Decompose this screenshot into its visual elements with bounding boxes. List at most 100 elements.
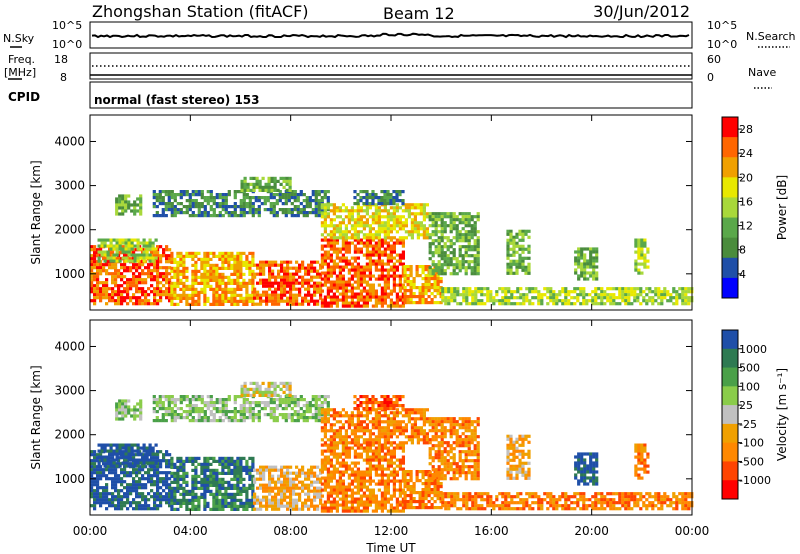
- data-cell: [368, 470, 372, 474]
- data-cell: [283, 284, 287, 288]
- data-cell: [118, 203, 122, 207]
- data-cell: [179, 208, 183, 212]
- data-cell: [139, 247, 143, 251]
- data-cell: [90, 459, 94, 463]
- data-cell: [579, 287, 583, 291]
- data-cell: [362, 509, 366, 513]
- data-cell: [407, 215, 411, 219]
- data-cell: [329, 203, 333, 207]
- data-cell: [430, 286, 434, 290]
- data-cell: [377, 247, 381, 251]
- data-cell: [362, 221, 366, 225]
- data-cell: [258, 182, 262, 186]
- data-cell: [230, 468, 234, 472]
- data-cell: [564, 299, 568, 303]
- data-cell: [362, 458, 366, 462]
- data-cell: [323, 271, 327, 275]
- data-cell: [326, 224, 330, 228]
- data-cell: [274, 296, 278, 300]
- data-cell: [262, 486, 266, 490]
- data-cell: [191, 501, 195, 505]
- data-cell: [276, 188, 280, 192]
- data-cell: [323, 212, 327, 216]
- data-cell: [323, 244, 327, 248]
- data-cell: [374, 268, 378, 272]
- data-cell: [298, 480, 302, 484]
- data-cell: [159, 266, 163, 270]
- data-cell: [444, 299, 448, 303]
- data-cell: [227, 214, 231, 218]
- data-cell: [477, 302, 481, 306]
- data-cell: [239, 269, 243, 273]
- data-cell: [268, 272, 272, 276]
- data-cell: [239, 489, 243, 493]
- data-cell: [130, 259, 134, 263]
- data-cell: [170, 290, 174, 294]
- data-cell: [200, 211, 204, 215]
- data-cell: [245, 263, 249, 267]
- data-cell: [359, 470, 363, 474]
- data-cell: [292, 489, 296, 493]
- data-cell: [350, 494, 354, 498]
- data-cell: [150, 468, 154, 472]
- data-cell: [323, 227, 327, 231]
- data-cell: [242, 281, 246, 285]
- data-cell: [383, 500, 387, 504]
- data-cell: [407, 212, 411, 216]
- data-cell: [114, 266, 118, 270]
- data-cell: [224, 489, 228, 493]
- data-cell: [103, 253, 107, 257]
- data-cell: [462, 296, 466, 300]
- data-cell: [141, 299, 145, 303]
- data-cell: [371, 218, 375, 222]
- data-cell: [194, 266, 198, 270]
- data-cell: [123, 501, 127, 505]
- data-cell: [406, 485, 410, 489]
- data-cell: [436, 274, 440, 278]
- freq-label: Freq.: [8, 53, 35, 66]
- data-cell: [350, 446, 354, 450]
- data-cell: [313, 260, 317, 264]
- data-cell: [471, 290, 475, 294]
- data-cell: [176, 296, 180, 300]
- data-cell: [592, 259, 596, 263]
- data-cell: [120, 504, 124, 508]
- data-cell: [595, 277, 599, 281]
- data-cell: [150, 480, 154, 484]
- data-cell: [209, 507, 213, 511]
- data-cell: [398, 253, 402, 257]
- data-cell: [159, 465, 163, 469]
- data-cell: [90, 465, 94, 469]
- data-cell: [233, 299, 237, 303]
- data-cell: [277, 302, 281, 306]
- data-cell: [209, 263, 213, 267]
- data-cell: [147, 263, 151, 267]
- data-cell: [115, 212, 119, 216]
- data-cell: [335, 461, 339, 465]
- data-cell: [386, 488, 390, 492]
- data-cell: [188, 287, 192, 291]
- data-cell: [93, 480, 97, 484]
- data-cell: [221, 257, 225, 261]
- data-cell: [495, 293, 499, 297]
- data-cell: [637, 256, 641, 260]
- data-cell: [356, 218, 360, 222]
- data-cell: [243, 182, 247, 186]
- data-cell: [401, 470, 405, 474]
- data-cell: [139, 200, 143, 204]
- data-cell: [156, 507, 160, 511]
- data-cell: [455, 224, 459, 228]
- data-cell: [377, 238, 381, 242]
- data-cell: [621, 287, 625, 291]
- data-cell: [221, 456, 225, 460]
- data-cell: [380, 209, 384, 213]
- data-cell: [96, 275, 100, 279]
- data-cell: [371, 259, 375, 263]
- data-cell: [256, 498, 260, 502]
- data-cell: [264, 188, 268, 192]
- data-cell: [531, 302, 535, 306]
- data-cell: [162, 459, 166, 463]
- data-cell: [368, 202, 372, 206]
- data-cell: [341, 509, 345, 513]
